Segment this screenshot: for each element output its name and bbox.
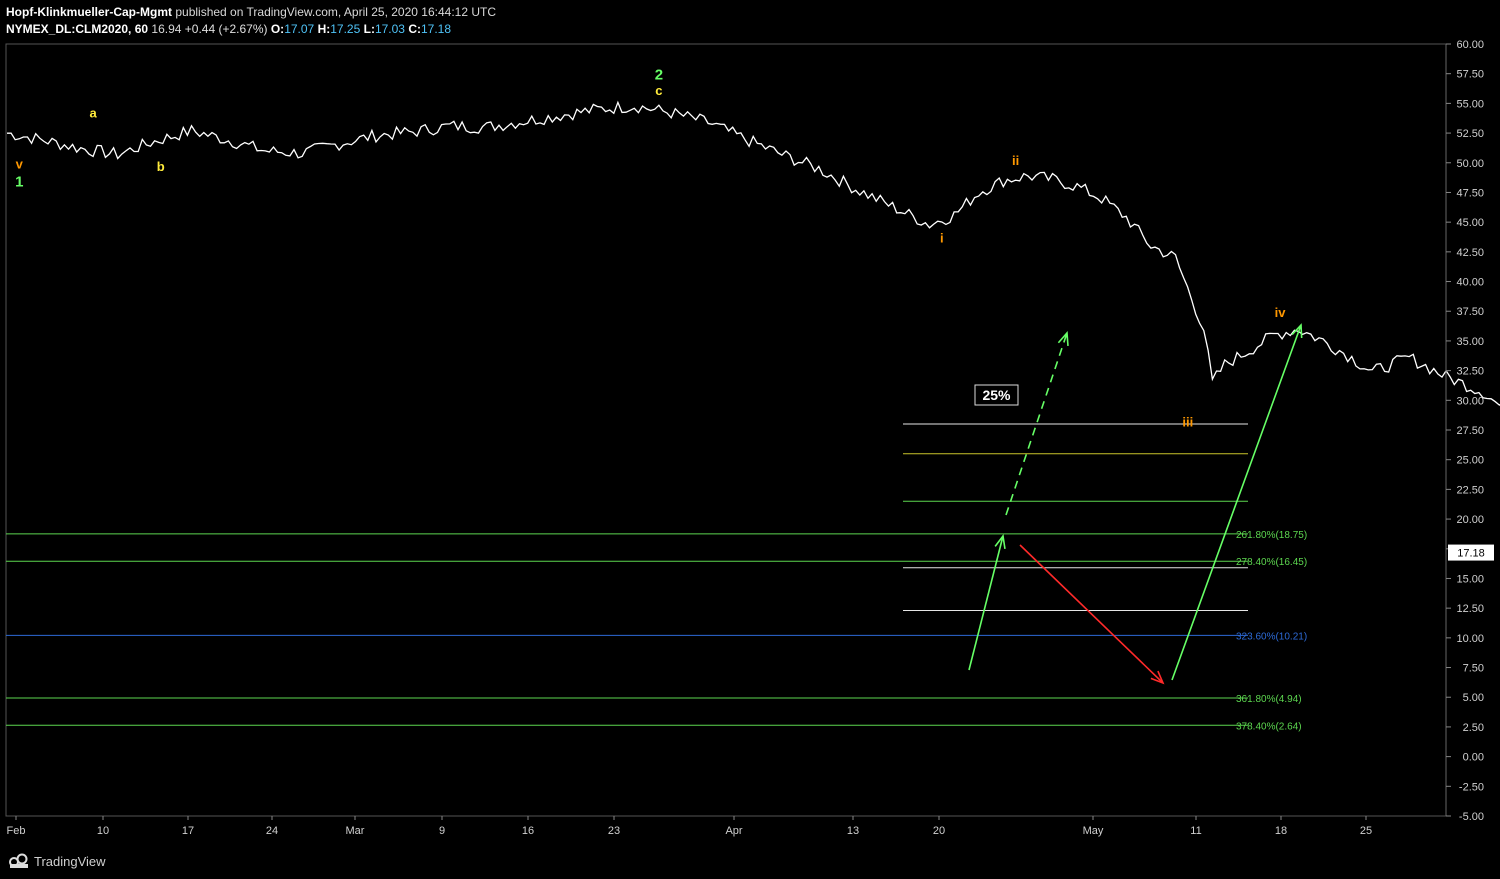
x-tick-label: 20 [933, 825, 945, 837]
projection-arrow-dashed [1005, 332, 1068, 516]
wave-label: b [157, 159, 165, 174]
symbol-name[interactable]: NYMEX_DL:CLM2020, 60 [6, 22, 149, 36]
y-tick-label: 50.00 [1456, 158, 1484, 170]
y-tick-label: 42.50 [1456, 247, 1484, 259]
low-value: 17.03 [374, 22, 405, 36]
high-value: 17.25 [330, 22, 361, 36]
wave-label: c [655, 83, 662, 98]
fib-level-label: 261.80%(18.75) [1236, 530, 1307, 541]
y-tick-label: 25.00 [1456, 455, 1484, 467]
projection-arrow-down-head [1150, 670, 1165, 685]
tradingview-logo-icon [9, 853, 28, 868]
wave-label: 1 [15, 174, 23, 191]
x-tick-label: May [1083, 825, 1104, 837]
price-series-line [6, 100, 1500, 406]
wave-label: iv [1275, 305, 1287, 320]
y-tick-label: 10.00 [1456, 633, 1484, 645]
projection-arrow-down [1019, 544, 1164, 684]
y-tick-label: 20.00 [1456, 514, 1484, 526]
x-tick-label: Feb [7, 825, 26, 837]
x-tick-label: 23 [608, 825, 620, 837]
y-tick-label: 40.00 [1456, 277, 1484, 289]
x-tick-label: Mar [346, 825, 365, 837]
y-tick-label: -5.00 [1459, 811, 1484, 823]
y-tick-label: 27.50 [1456, 425, 1484, 437]
x-tick-label: 25 [1360, 825, 1372, 837]
open-label: O: [270, 22, 285, 36]
wave-label: iii [1182, 414, 1193, 429]
fib-level-label: 323.60%(10.21) [1236, 631, 1307, 642]
author-name[interactable]: Hopf-Klinkmueller-Cap-Mgmt [6, 5, 172, 19]
y-tick-label: 57.50 [1456, 69, 1484, 81]
percent-box [974, 384, 1019, 406]
x-tick-label: 13 [847, 825, 859, 837]
y-tick-label: 47.50 [1456, 187, 1484, 199]
x-tick-label: 16 [522, 825, 534, 837]
y-tick-label: 37.50 [1456, 306, 1484, 318]
price-change: +0.44 (+2.67%) [184, 22, 268, 36]
y-tick-label: 12.50 [1456, 603, 1484, 615]
symbol-line: NYMEX_DL:CLM2020, 60 16.94 +0.44 (+2.67%… [6, 22, 451, 36]
plot-frame [5, 43, 1447, 817]
y-tick-label: 45.00 [1456, 217, 1484, 229]
projection-arrow-dashed-head [1057, 331, 1069, 347]
brand-label: TradingView [34, 853, 106, 869]
y-tick-label: 22.50 [1456, 484, 1484, 496]
current-price-tag [1448, 544, 1494, 561]
wave-label: v [16, 157, 24, 172]
projection-arrow-up [1171, 324, 1302, 681]
high-label: H: [317, 22, 331, 36]
y-tick-label: 52.50 [1456, 128, 1484, 140]
fib-level-label: 278.40%(16.45) [1236, 557, 1307, 568]
wave-label: 2 [655, 67, 663, 84]
projection-arrow-up-head [1291, 323, 1303, 339]
wave-label: ii [1012, 153, 1019, 168]
x-tick-label: 24 [266, 825, 278, 837]
y-tick-label: 60.00 [1456, 39, 1484, 51]
percent-box-label: 25% [982, 387, 1011, 403]
y-tick-label: -2.50 [1459, 781, 1484, 793]
y-tick-label: 32.50 [1456, 366, 1484, 378]
tradingview-brand[interactable]: TradingView [8, 853, 106, 869]
x-tick-label: 10 [97, 825, 109, 837]
wave-label: a [89, 106, 97, 121]
last-price: 16.94 [151, 22, 182, 36]
publisher-line: Hopf-Klinkmueller-Cap-Mgmt published on … [6, 5, 496, 19]
y-tick-label: 2.50 [1463, 722, 1484, 734]
x-tick-label: 11 [1190, 825, 1201, 837]
fib-level-label: 361.80%(4.94) [1236, 694, 1302, 705]
wave-arrow-iv-head [994, 534, 1006, 549]
x-tick-label: 18 [1275, 825, 1287, 837]
y-tick-label: 0.00 [1463, 752, 1484, 764]
y-tick-label: 35.00 [1456, 336, 1484, 348]
current-price-label: 17.18 [1457, 548, 1485, 560]
open-value: 17.07 [284, 22, 315, 36]
low-label: L: [363, 22, 375, 36]
y-tick-label: 5.00 [1463, 692, 1484, 704]
fib-level-label: 378.40%(2.64) [1236, 721, 1302, 732]
close-value: 17.18 [420, 22, 452, 36]
y-tick-label: 55.00 [1456, 98, 1484, 110]
y-tick-label: 15.00 [1456, 573, 1484, 585]
x-tick-label: 17 [182, 825, 194, 837]
x-tick-label: Apr [725, 825, 742, 837]
wave-label: i [940, 230, 944, 245]
x-tick-label: 9 [439, 825, 445, 837]
wave-arrow-iv [968, 535, 1004, 671]
y-tick-label: 7.50 [1463, 663, 1484, 675]
close-label: C: [408, 22, 421, 36]
publish-info: published on TradingView.com, April 25, … [175, 5, 496, 19]
y-tick-label: 30.00 [1456, 395, 1484, 407]
